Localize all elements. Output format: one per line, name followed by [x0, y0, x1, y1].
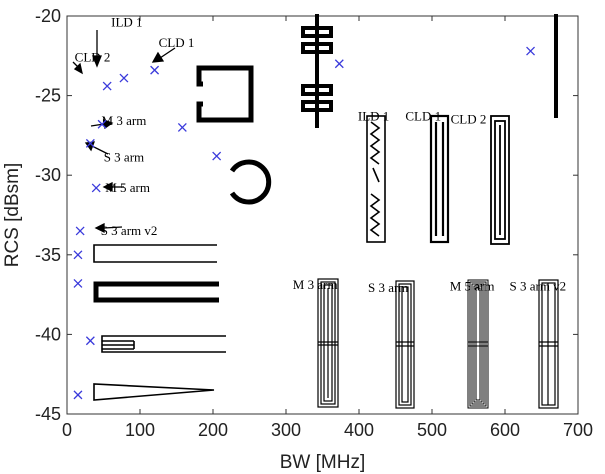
x-tick-label: 700	[563, 420, 593, 440]
split-square-illustration	[196, 65, 254, 123]
split-ring-illustration	[229, 159, 272, 205]
thick-loop-illustration	[93, 281, 219, 303]
data-point	[73, 278, 83, 288]
x-tick-label: 300	[271, 420, 301, 440]
y-tick-label: -35	[35, 245, 61, 265]
data-point	[75, 226, 85, 236]
s3armv2-illustration	[538, 279, 559, 409]
serpentine-illustration	[301, 14, 333, 128]
x-tick-label: 200	[198, 420, 228, 440]
data-point	[73, 250, 83, 260]
annotation-label: M 3 arm	[293, 277, 338, 292]
open-loop-illustration	[93, 244, 217, 263]
annotation-label: CLD 1	[159, 35, 195, 50]
x-tick-label: 400	[344, 420, 374, 440]
data-point	[212, 151, 222, 161]
annotation-label: M 5 arm	[105, 180, 150, 195]
x-tick-label: 0	[62, 420, 72, 440]
tapered-illustration	[93, 383, 215, 401]
data-point	[85, 336, 95, 346]
annotation-label: S 3 arm v2	[509, 279, 566, 294]
data-markers	[73, 46, 536, 400]
data-point	[177, 122, 187, 132]
cld2-illustration	[490, 115, 510, 245]
data-point	[85, 138, 95, 148]
x-tick-label: 500	[417, 420, 447, 440]
data-point	[102, 81, 112, 91]
x-tick-label: 100	[125, 420, 155, 440]
y-tick-label: -40	[35, 324, 61, 344]
y-tick-label: -30	[35, 165, 61, 185]
axes: 0 100 200 300 400 500 600 700 -20 -25 -30 -35 -40 -45…	[2, 6, 593, 473]
annotation-label: M 3 arm	[102, 113, 147, 128]
m5arm-illustration	[467, 279, 489, 409]
annotation-label: CLD 1	[405, 108, 441, 123]
annotation-label: CLD 2	[75, 49, 111, 64]
annotation-label: S 3 arm v2	[101, 223, 158, 238]
annotation-label: ILD 1	[111, 14, 142, 29]
annotation-label: CLD 2	[451, 111, 487, 126]
annotation-label: S 3 arm	[368, 280, 408, 295]
annotation-label: ILD 1	[358, 108, 389, 123]
data-point	[334, 59, 344, 69]
y-tick-label: -45	[35, 404, 61, 424]
x-tick-label: 600	[490, 420, 520, 440]
y-tick-label: -25	[35, 86, 61, 106]
m3arm-illustration	[317, 278, 339, 408]
y-axis-label: RCS [dBsm]	[2, 163, 23, 268]
resonator-illustrations	[93, 14, 559, 409]
ild1-illustration	[366, 115, 386, 243]
plot-area	[66, 15, 579, 415]
y-tick-label: -20	[35, 6, 61, 26]
data-point	[150, 65, 160, 75]
annotation-label: S 3 arm	[104, 150, 144, 165]
data-point	[97, 119, 107, 129]
annotation-label: M 5 arm	[450, 279, 495, 294]
data-point	[119, 73, 129, 83]
data-point	[73, 390, 83, 400]
data-point	[91, 183, 101, 193]
cld1-illustration	[429, 114, 450, 244]
x-axis-label: BW [MHz]	[280, 452, 366, 473]
interdigital-illustration	[101, 335, 226, 353]
data-point	[526, 46, 536, 56]
annotations: ILD 1 CLD 1 CLD 2 M 3 arm S 3 arm M 5 arm S 3 …	[75, 14, 567, 295]
s3arm-illustration	[395, 280, 415, 409]
